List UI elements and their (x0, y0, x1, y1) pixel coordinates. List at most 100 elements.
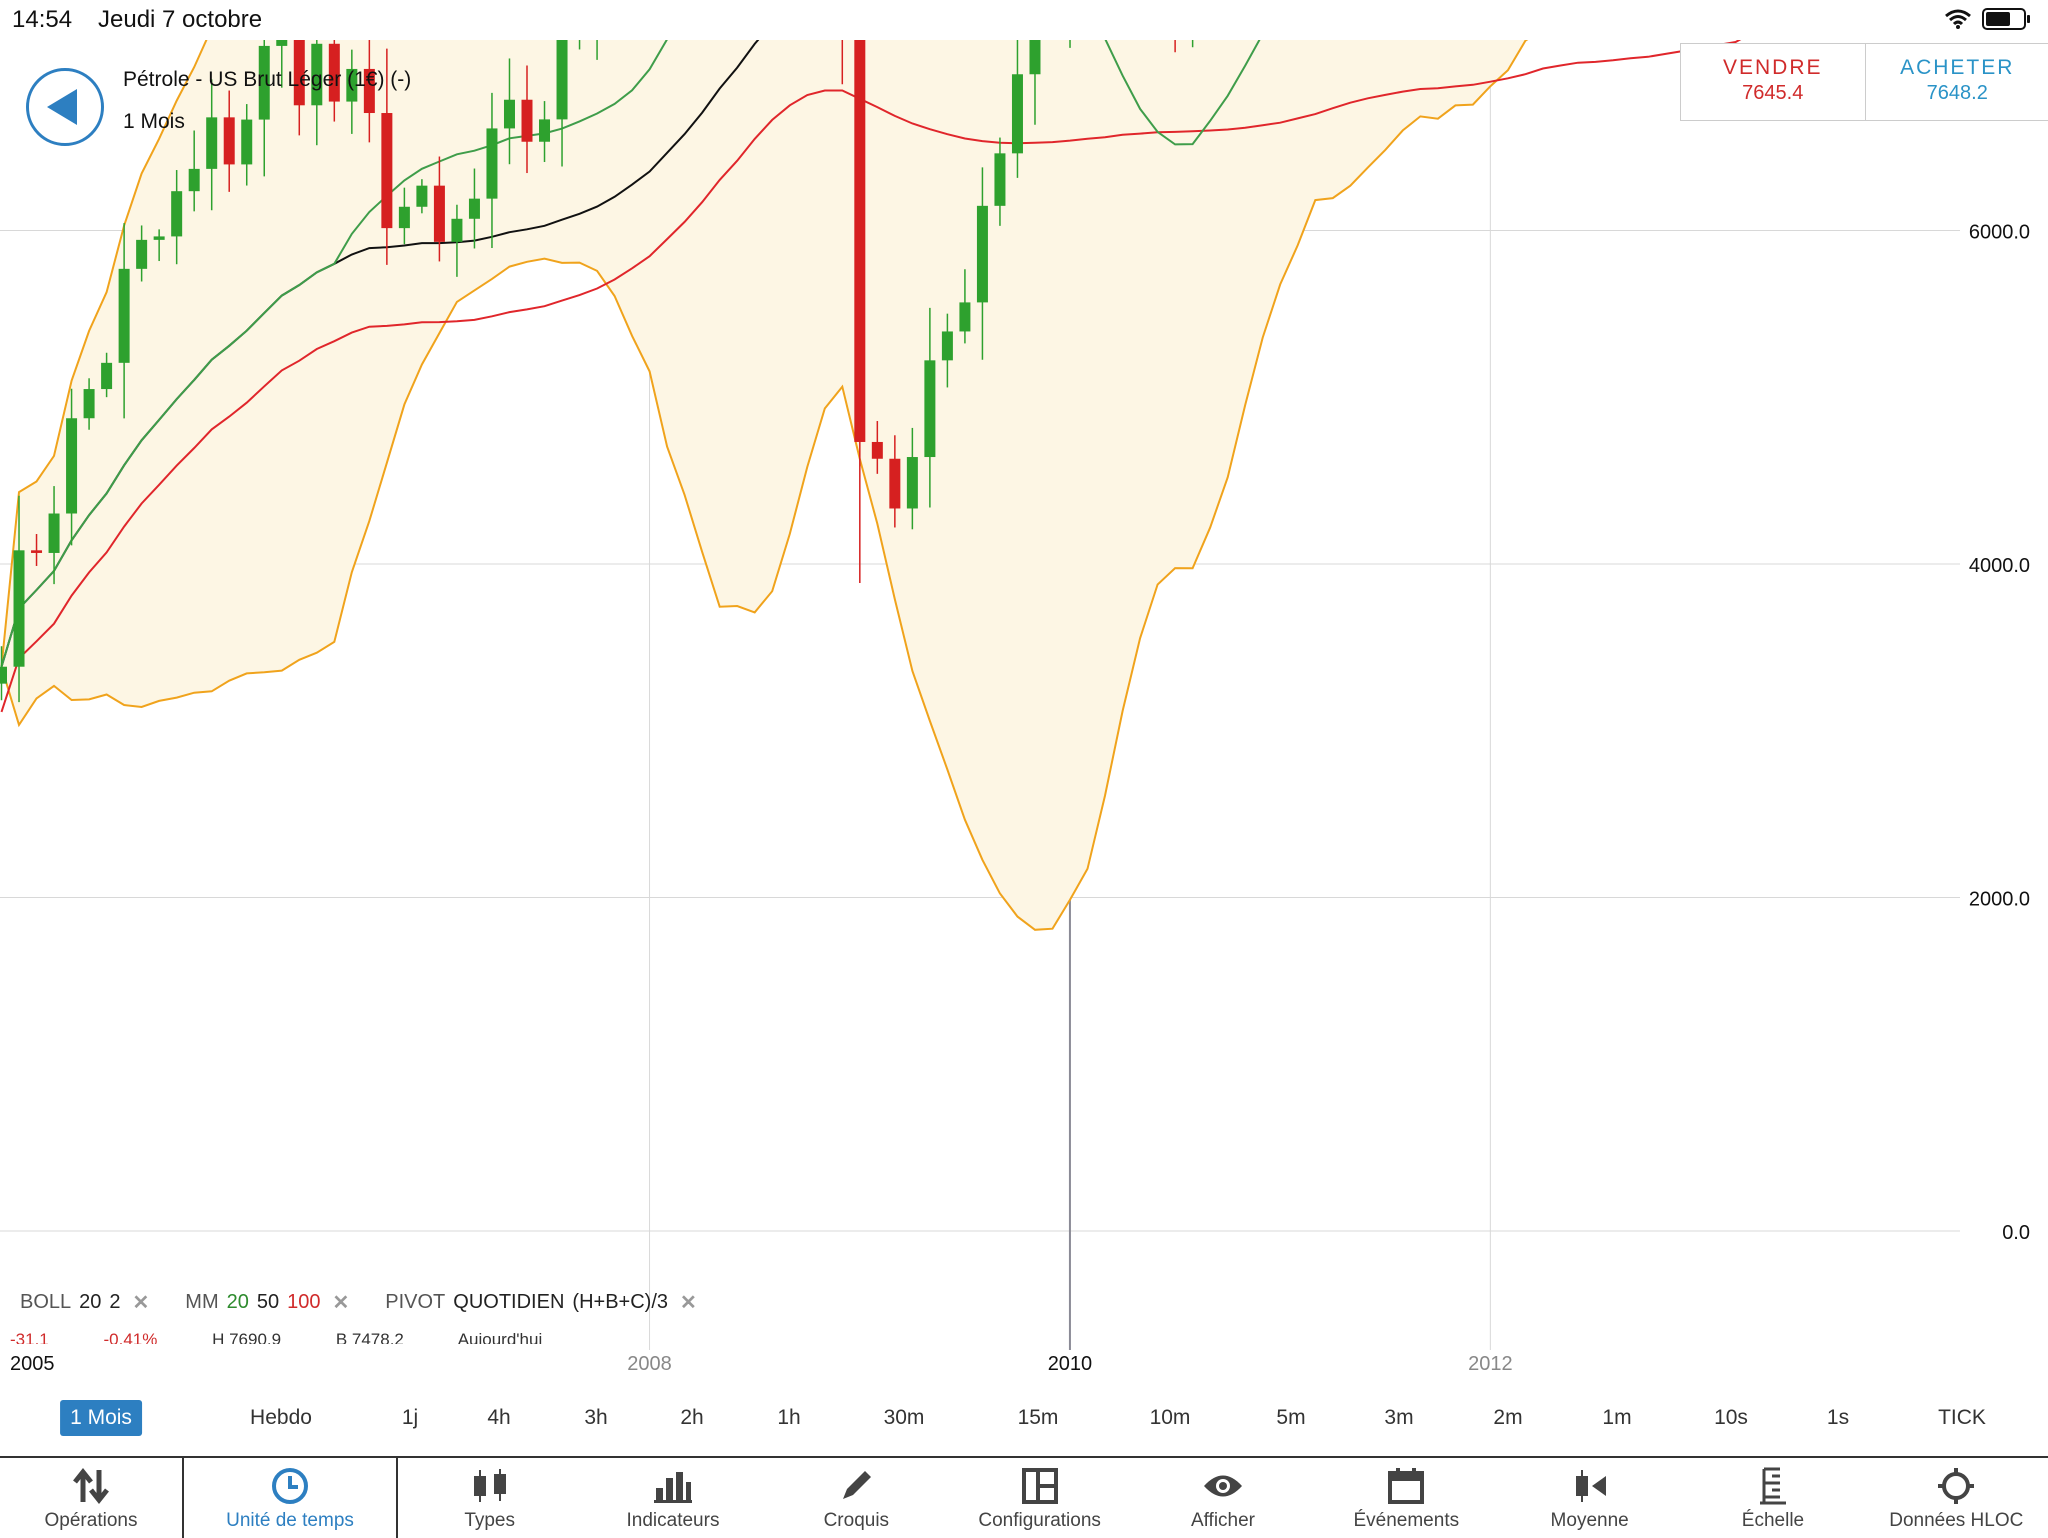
timeframe-30m[interactable]: 30m (884, 1398, 925, 1438)
status-date: Jeudi 7 octobre (98, 6, 262, 34)
toolbar-operations[interactable]: Opérations (0, 1458, 184, 1538)
high-price: H 7690.9 (212, 1330, 281, 1344)
timeframe-3m[interactable]: 3m (1384, 1398, 1413, 1438)
sell-button[interactable]: VENDRE 7645.4 (1681, 44, 1865, 120)
price-change-pct: -0.41% (103, 1330, 157, 1344)
toolbar-drawing-label: Croquis (824, 1510, 889, 1532)
toolbar-configurations[interactable]: Configurations (948, 1458, 1131, 1538)
price-chart[interactable]: 8000.07646.8 0.02000.04000.06000.08000.0… (0, 40, 2048, 1398)
toolbar-configurations-label: Configurations (978, 1510, 1101, 1532)
instrument-period: 1 Mois (123, 110, 185, 134)
timeframe-3h[interactable]: 3h (584, 1398, 607, 1438)
toolbar-timeframe-label: Unité de temps (226, 1510, 354, 1532)
toolbar-types-label: Types (464, 1510, 515, 1532)
x-tick-label: 2010 (1048, 1353, 1093, 1375)
x-tick-label: 2008 (627, 1353, 672, 1375)
status-time: 14:54 (12, 6, 72, 34)
candle-body (1012, 74, 1023, 153)
candle-body (66, 418, 77, 513)
buy-price: 7648.2 (1866, 82, 2048, 105)
toolbar-drawing[interactable]: Croquis (765, 1458, 948, 1538)
timeframe-4h[interactable]: 4h (487, 1398, 510, 1438)
candle-body (977, 206, 988, 303)
candle-body (49, 514, 60, 553)
toolbar-indicators-label: Indicateurs (627, 1510, 720, 1532)
remove-boll-icon[interactable]: ✕ (133, 1290, 150, 1315)
timeframe-bar: 1 Mois Hebdo 1j 4h 3h 2h 1h 30m 15m 10m … (0, 1398, 2048, 1440)
sell-label: VENDRE (1681, 56, 1865, 80)
candle-body (14, 550, 25, 666)
timeframe-2m[interactable]: 2m (1493, 1398, 1522, 1438)
candle-body (154, 236, 165, 239)
toolbar-average[interactable]: Moyenne (1498, 1458, 1681, 1538)
timeframe-2h[interactable]: 2h (680, 1398, 703, 1438)
trade-panel: VENDRE 7645.4 ACHETER 7648.2 (1680, 43, 2048, 121)
toolbar-average-label: Moyenne (1551, 1510, 1629, 1532)
buy-button[interactable]: ACHETER 7648.2 (1865, 44, 2048, 120)
toolbar-hloc[interactable]: Données HLOC (1865, 1458, 2048, 1538)
candle-body (241, 120, 252, 165)
timeframe-1j[interactable]: 1j (402, 1398, 418, 1438)
candle-body (0, 667, 7, 684)
candle-body (189, 169, 200, 191)
toolbar-events-label: Événements (1353, 1510, 1459, 1532)
candle-body (469, 199, 480, 219)
buy-label: ACHETER (1866, 56, 2048, 80)
pivot-period: QUOTIDIEN (453, 1291, 564, 1314)
sell-price: 7645.4 (1681, 82, 1865, 105)
instrument-title: Pétrole - US Brut Léger (1€) (-) (123, 68, 411, 92)
x-tick-label: 2005 (10, 1353, 55, 1375)
crosshair-icon (1936, 1466, 1976, 1506)
timeframe-1-mois[interactable]: 1 Mois (60, 1400, 142, 1436)
toolbar-timeframe[interactable]: Unité de temps (184, 1458, 398, 1538)
indicator-legend: BOLL 20 2 ✕ MM 20 50 100 ✕ PIVOT QUOTIDI… (20, 1290, 733, 1315)
timeframe-1s[interactable]: 1s (1827, 1398, 1849, 1438)
candle-body (854, 40, 865, 442)
timeframe-1m[interactable]: 1m (1602, 1398, 1631, 1438)
timeframe-15m[interactable]: 15m (1018, 1398, 1059, 1438)
boll-name[interactable]: BOLL (20, 1291, 71, 1314)
toolbar-scale[interactable]: Échelle (1681, 1458, 1864, 1538)
scale-icon (1758, 1467, 1788, 1505)
timeframe-1h[interactable]: 1h (777, 1398, 800, 1438)
back-arrow-icon (45, 87, 79, 127)
timeframe-10m[interactable]: 10m (1150, 1398, 1191, 1438)
candle-body (101, 363, 112, 389)
mm-period-100: 100 (287, 1291, 320, 1314)
candle-body (907, 457, 918, 508)
clock-icon (271, 1467, 309, 1505)
toolbar-operations-label: Opérations (45, 1510, 138, 1532)
toolbar-types[interactable]: Types (398, 1458, 581, 1538)
pivot-formula: (H+B+C)/3 (572, 1291, 668, 1314)
calendar-icon (1387, 1467, 1425, 1505)
toolbar-events[interactable]: Événements (1315, 1458, 1498, 1538)
candle-body (959, 302, 970, 331)
candle-body (994, 153, 1005, 205)
timeframe-tick[interactable]: TICK (1938, 1398, 1986, 1438)
average-icon (1570, 1468, 1610, 1504)
remove-pivot-icon[interactable]: ✕ (680, 1290, 697, 1315)
candle-body (1029, 40, 1040, 74)
timeframe-5m[interactable]: 5m (1276, 1398, 1305, 1438)
back-button[interactable] (26, 68, 104, 146)
toolbar-indicators[interactable]: Indicateurs (581, 1458, 764, 1538)
candle-body (522, 100, 533, 142)
candle-body (889, 459, 900, 509)
mm-name[interactable]: MM (185, 1291, 218, 1314)
remove-mm-icon[interactable]: ✕ (333, 1290, 350, 1315)
y-tick-label: 2000.0 (1969, 889, 2030, 911)
y-tick-label: 6000.0 (1969, 222, 2030, 244)
toolbar-hloc-label: Données HLOC (1889, 1510, 2023, 1532)
pivot-name[interactable]: PIVOT (385, 1291, 445, 1314)
timeframe-hebdo[interactable]: Hebdo (250, 1398, 312, 1438)
timeframe-10s[interactable]: 10s (1714, 1398, 1748, 1438)
candle-body (224, 117, 235, 164)
candle-body (451, 219, 462, 242)
candle-body (119, 269, 130, 363)
y-tick-label: 4000.0 (1969, 555, 2030, 577)
candle-body (31, 550, 42, 553)
toolbar-scale-label: Échelle (1742, 1510, 1804, 1532)
toolbar-display[interactable]: Afficher (1131, 1458, 1314, 1538)
x-tick-label: 2012 (1468, 1353, 1513, 1375)
candle-body (942, 331, 953, 360)
